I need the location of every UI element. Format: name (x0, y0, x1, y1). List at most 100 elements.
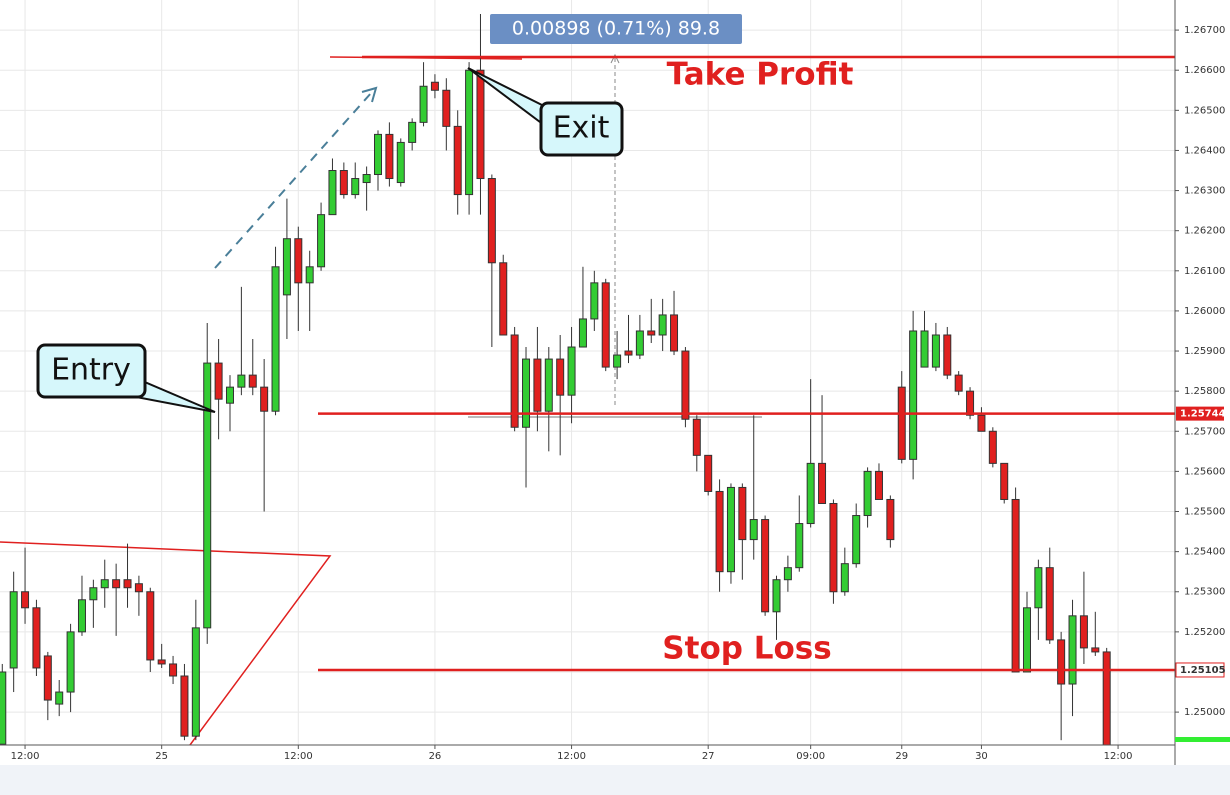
x-tick-label: 29 (895, 751, 908, 762)
candle-body (544, 358, 553, 412)
x-tick-label: 27 (702, 751, 715, 762)
candle-body (556, 358, 565, 396)
candle-body (670, 314, 679, 352)
candle-body (1045, 567, 1054, 641)
x-tick-label: 12:00 (284, 751, 313, 762)
candle-body (829, 502, 838, 593)
candle-body (624, 350, 633, 356)
candle-body (977, 414, 986, 432)
candle-body (715, 490, 724, 573)
candles (0, 14, 1111, 745)
candle-body (408, 121, 417, 143)
candle-body (601, 282, 610, 368)
candle-body (203, 362, 212, 629)
candle-body (294, 238, 303, 284)
candle-body (1057, 639, 1066, 685)
candle-body (385, 133, 394, 180)
candle-body (169, 663, 178, 677)
candle-body (396, 141, 405, 184)
candle-body (32, 607, 41, 669)
candle-body (260, 386, 269, 412)
candle-body (988, 430, 997, 464)
measure-arrow-head (610, 53, 620, 64)
exit-callout (539, 101, 624, 157)
candle-body (681, 350, 690, 420)
y-tick-label: 1.26400 (1184, 145, 1225, 156)
candle-body (134, 583, 143, 593)
candle-body (362, 174, 371, 184)
candle-body (522, 358, 531, 428)
candle-body (21, 591, 30, 609)
entry-label: Entry (51, 353, 131, 388)
candle-body (419, 85, 428, 123)
candle-body (635, 330, 644, 356)
candle-body (840, 563, 849, 593)
candle-body (613, 354, 622, 368)
x-tick-label: 25 (155, 751, 168, 762)
y-tick-label: 1.25300 (1184, 587, 1225, 598)
candle-body (317, 214, 326, 268)
entry-price-tag (1176, 406, 1224, 421)
x-tick-label: 26 (429, 751, 442, 762)
triangle (0, 541, 332, 745)
trend-arrow (214, 91, 373, 269)
candle-body (783, 567, 792, 581)
axis-labels: 1.26700 1.26600 1.26500 1.26400 1.26300 1.262… (11, 25, 1226, 762)
candle-body (442, 89, 451, 127)
y-tick-label: 1.25200 (1184, 627, 1225, 638)
candle-body (339, 170, 348, 196)
stop-price-tag (1175, 662, 1225, 678)
entry-price-label: 1.25744 (1180, 409, 1226, 420)
candle-body (647, 330, 656, 336)
stop-price-label: 1.25105 (1180, 665, 1226, 676)
candle-body (1091, 647, 1100, 653)
candle-body (0, 671, 7, 745)
x-tick-label: 12:00 (11, 751, 40, 762)
y-tick-label: 1.25800 (1184, 386, 1225, 397)
candle-body (567, 346, 576, 396)
y-tick-label: 1.25700 (1184, 426, 1225, 437)
candle-body (237, 374, 246, 388)
candle-body (225, 386, 234, 404)
candle-body (476, 69, 485, 180)
candle-body (590, 282, 599, 320)
candle-body (726, 486, 735, 573)
candle-body (909, 330, 918, 460)
candle-body (772, 579, 781, 613)
candle-body (146, 591, 155, 661)
candle-body (806, 462, 815, 525)
candle-body (795, 523, 804, 569)
candle-body (578, 318, 587, 348)
candle-body (692, 418, 701, 456)
candle-body (1022, 607, 1031, 673)
candle-body (704, 454, 713, 492)
footer-strip (0, 765, 1230, 795)
candle-body (328, 170, 337, 216)
y-tick-label: 1.25500 (1184, 507, 1225, 518)
candle-body (818, 462, 827, 504)
candle-body (1068, 615, 1077, 685)
candle-body (533, 358, 542, 412)
y-tick-label: 1.25600 (1184, 466, 1225, 477)
candle-body (931, 334, 940, 368)
candle-body (453, 125, 462, 196)
candle-body (897, 386, 906, 460)
candle-body (886, 498, 895, 541)
candle-body (761, 519, 770, 613)
candle-body (112, 579, 121, 589)
x-tick-label: 12:00 (1104, 751, 1133, 762)
candle-body (43, 655, 52, 701)
candle-body (510, 334, 519, 428)
candle-body (123, 579, 132, 589)
candle-body (749, 519, 758, 541)
candle-body (214, 362, 223, 400)
y-tick-label: 1.25900 (1184, 346, 1225, 357)
y-tick-label: 1.26000 (1184, 306, 1225, 317)
candle-body (180, 675, 189, 737)
trend-arrow-head (361, 86, 378, 103)
y-tick-label: 1.26200 (1184, 226, 1225, 237)
candle-body (9, 591, 18, 669)
candle-body (499, 262, 508, 336)
y-tick-label: 1.25400 (1184, 547, 1225, 558)
candle-body (487, 178, 496, 264)
